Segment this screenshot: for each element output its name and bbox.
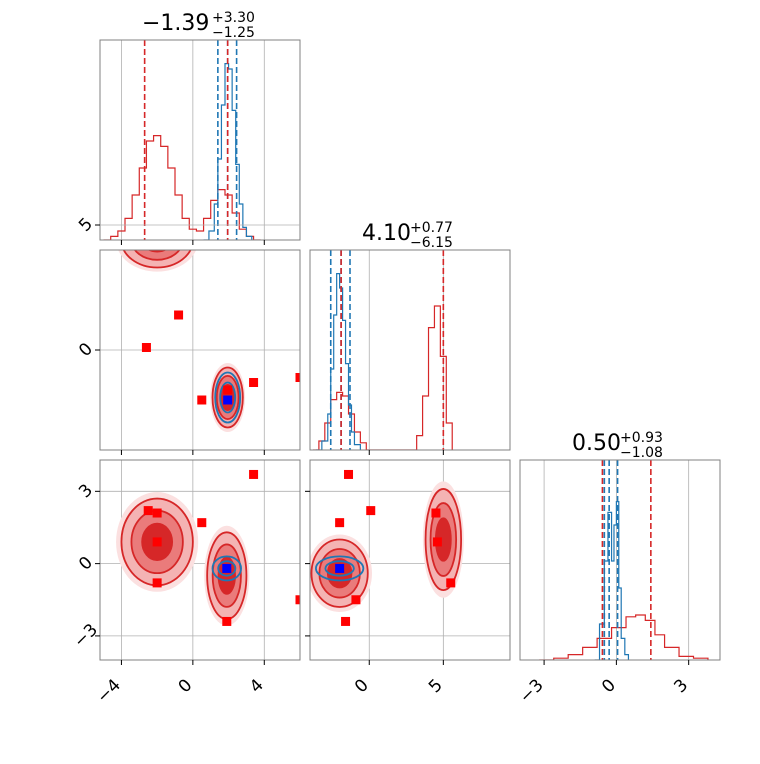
diag-grid-1 <box>121 40 265 240</box>
red-marker <box>431 508 441 518</box>
title-param-3-minus: −1.08 <box>620 445 663 461</box>
title-param-2-minus: −6.15 <box>410 235 453 251</box>
red-histogram <box>103 135 261 240</box>
diag-panel-1 <box>99 39 301 241</box>
blue-contour-outer <box>211 555 242 582</box>
scatter-panel-3-1 <box>99 459 301 661</box>
blue-histogram <box>594 501 630 660</box>
scatter-panel-3-2 <box>309 459 511 661</box>
title-param-1: −1.39 +3.30 −1.25 <box>142 10 255 41</box>
diag-frame <box>99 39 301 241</box>
x-tick-label: 0 <box>351 675 373 697</box>
blue-histogram <box>315 273 361 450</box>
y-tick-label: 0 <box>75 553 97 575</box>
blue-contour-outer <box>214 371 242 424</box>
x-tick-label: 0 <box>598 675 620 697</box>
x-tick-label: 4 <box>246 675 268 697</box>
blue-marker <box>223 395 233 405</box>
diag-panel-3 <box>519 459 721 661</box>
red-marker <box>335 518 345 528</box>
red-marker <box>295 373 300 382</box>
red-marker <box>366 506 376 516</box>
diag-grid-3 <box>543 460 690 660</box>
scatter-frame <box>99 459 301 661</box>
blue-contour-inner <box>217 560 237 577</box>
red-marker <box>223 385 233 395</box>
red-histogram <box>539 614 709 660</box>
blue-contour-inner <box>219 381 237 414</box>
red-contour-middle <box>133 250 181 261</box>
y-tick-label: 5 <box>75 214 97 236</box>
red-marker <box>152 578 162 588</box>
title-param-2-value: 4.10 <box>362 221 411 246</box>
red-marker <box>446 578 456 588</box>
red-marker <box>143 506 153 516</box>
scatter-panel-2-1 <box>99 203 301 451</box>
title-param-3-plus: +0.93 <box>620 430 663 446</box>
y-tick-label: −3 <box>70 620 102 652</box>
title-param-3-value: 0.50 <box>572 431 621 456</box>
red-marker <box>295 595 300 605</box>
diag-frame <box>309 249 511 451</box>
red-marker <box>344 469 354 479</box>
red-marker <box>432 537 442 547</box>
red-marker <box>197 395 207 405</box>
x-tick-label: −4 <box>93 675 125 707</box>
red-marker <box>249 378 259 387</box>
x-tick-label: 5 <box>425 675 447 697</box>
red-marker <box>152 508 162 518</box>
red-marker <box>351 595 361 605</box>
red-marker <box>152 537 162 547</box>
diag-panel-2 <box>309 249 511 451</box>
blue-contour-inner <box>324 560 355 577</box>
red-marker <box>141 343 151 352</box>
scatter-grid <box>100 224 300 450</box>
red-marker <box>222 616 232 626</box>
diag-grid-2 <box>368 250 444 450</box>
x-tick-label: −3 <box>516 675 548 707</box>
red-marker <box>197 518 207 528</box>
y-tick-label: 0 <box>75 339 97 361</box>
diag-frame <box>519 459 721 661</box>
red-marker <box>174 310 184 320</box>
y-tick-label: 3 <box>75 480 97 502</box>
title-param-1-plus: +3.30 <box>212 10 255 26</box>
red-marker <box>341 616 351 626</box>
blue-contour-outer <box>315 555 365 582</box>
red-marker <box>249 469 259 479</box>
x-tick-label: 3 <box>670 675 692 697</box>
title-param-1-value: −1.39 <box>142 11 209 36</box>
x-tick-label: 0 <box>175 675 197 697</box>
red-marker <box>153 203 162 212</box>
blue-marker <box>335 563 345 573</box>
title-param-1-minus: −1.25 <box>212 25 255 41</box>
blue-marker <box>222 563 232 573</box>
title-param-2-plus: +0.77 <box>410 220 453 236</box>
red-marker <box>153 238 162 247</box>
scatter-frame <box>309 459 511 661</box>
title-param-3: 0.50 +0.93 −1.08 <box>572 430 663 461</box>
title-param-2: 4.10 +0.77 −6.15 <box>362 220 453 251</box>
blue-histogram <box>203 63 253 240</box>
